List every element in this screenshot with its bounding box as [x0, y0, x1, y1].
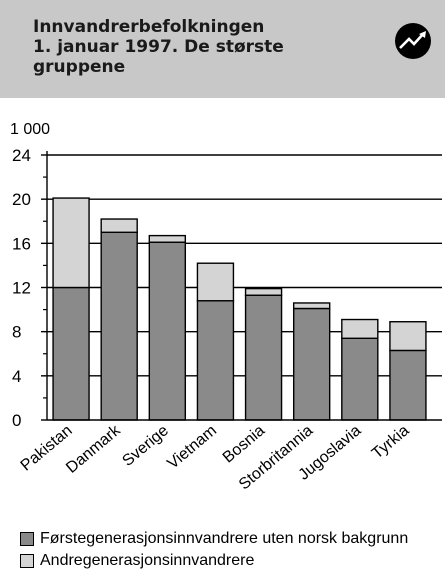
trend-arrow-icon — [395, 23, 431, 59]
x-category-label: Sverige — [119, 422, 172, 470]
bar-first-generation — [148, 241, 187, 421]
y-tick-label: 8 — [12, 323, 21, 342]
y-unit-label: 1 000 — [10, 121, 50, 138]
title-line-2: 1. januar 1997. De største — [33, 37, 284, 57]
x-category-label: Tyrkia — [369, 422, 413, 463]
bar-first-generation — [196, 300, 235, 421]
y-tick-label: 0 — [12, 411, 21, 430]
bar-first-generation — [100, 231, 138, 421]
chart-title: Innvandrerbefolkningen 1. januar 1997. D… — [33, 17, 363, 77]
y-axis-tick-labels: 0 4 8 12 16 20 24 — [12, 146, 31, 430]
title-line-1: Innvandrerbefolkningen — [33, 17, 265, 37]
bar-first-generation — [292, 307, 331, 421]
bar-second-generation — [292, 302, 331, 310]
bar-first-generation — [52, 286, 90, 421]
y-tick-label: 4 — [12, 367, 21, 386]
bar-second-generation — [244, 287, 283, 296]
legend-label-second-generation: Andregenerasjonsinnvandrere — [40, 552, 255, 569]
bar-first-generation — [341, 337, 379, 421]
legend-item-first-generation: Førstegenerasjonsinnvandrere uten norsk … — [20, 528, 408, 550]
chart-plot: 1 000 0 4 8 12 16 20 24 PakistanDanmarkSverige… — [10, 121, 442, 493]
bar-second-generation — [52, 197, 90, 289]
legend-label-first-generation: Førstegenerasjonsinnvandrere uten norsk … — [40, 530, 409, 547]
legend-item-second-generation: Andregenerasjonsinnvandrere — [20, 550, 408, 572]
bar-first-generation — [244, 294, 283, 421]
bars — [52, 197, 427, 421]
y-tick-label: 12 — [12, 279, 31, 298]
legend-swatch-first-generation — [20, 532, 34, 546]
axes — [41, 151, 442, 421]
y-tick-label: 20 — [12, 190, 31, 209]
bar-second-generation — [341, 318, 379, 339]
x-category-label: Vietnam — [164, 422, 220, 473]
title-line-3: gruppene — [33, 57, 126, 77]
legend-swatch-second-generation — [20, 554, 34, 568]
bar-first-generation — [389, 349, 427, 421]
chart-header: Innvandrerbefolkningen 1. januar 1997. D… — [0, 0, 445, 98]
x-category-label: Danmark — [63, 421, 124, 476]
bar-second-generation — [100, 218, 138, 233]
legend: Førstegenerasjonsinnvandrere uten norsk … — [20, 528, 408, 572]
bar-second-generation — [196, 262, 235, 302]
y-tick-label: 24 — [12, 146, 31, 165]
bar-second-generation — [148, 234, 187, 243]
y-tick-label: 16 — [12, 234, 31, 253]
bar-second-generation — [389, 321, 427, 352]
